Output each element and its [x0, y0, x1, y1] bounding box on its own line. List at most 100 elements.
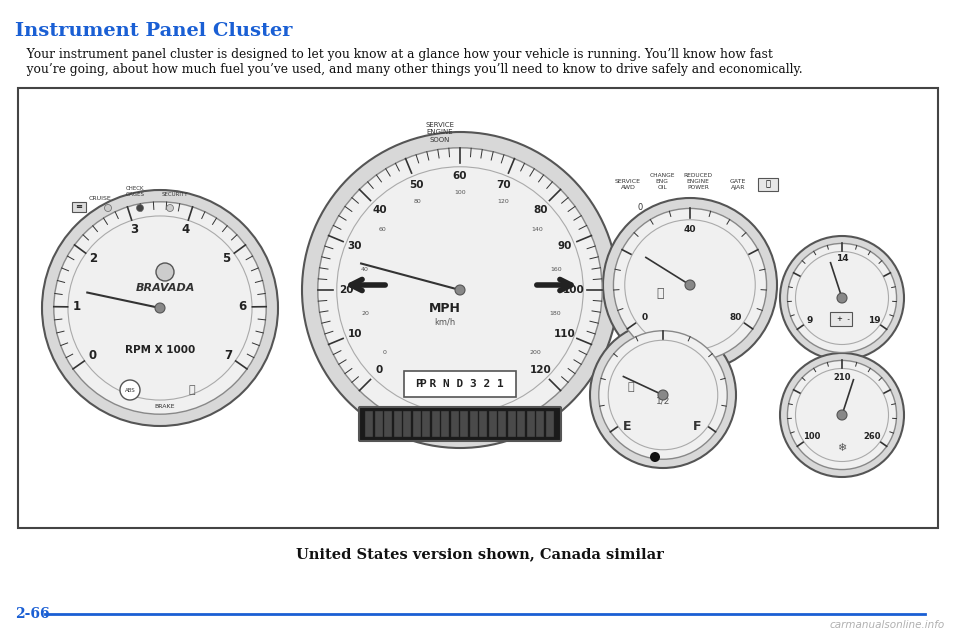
Circle shape — [302, 132, 618, 448]
Text: 50: 50 — [409, 180, 423, 190]
Text: 6: 6 — [239, 300, 247, 314]
Circle shape — [75, 205, 82, 211]
FancyBboxPatch shape — [404, 371, 516, 397]
Text: 100: 100 — [454, 189, 466, 195]
Text: BRAVADA: BRAVADA — [135, 283, 195, 293]
Text: 19: 19 — [868, 316, 880, 325]
Text: P: P — [419, 379, 425, 389]
Text: 0: 0 — [383, 351, 387, 355]
Bar — [498, 411, 506, 437]
Text: 2: 2 — [89, 252, 97, 266]
Text: E: E — [623, 420, 632, 433]
Text: 0: 0 — [376, 365, 383, 376]
Text: 260: 260 — [864, 432, 881, 441]
Text: 5: 5 — [223, 252, 230, 266]
Text: you’re going, about how much fuel you’ve used, and many other things you’ll need: you’re going, about how much fuel you’ve… — [15, 63, 803, 76]
Circle shape — [650, 452, 660, 462]
Text: United States version shown, Canada similar: United States version shown, Canada simi… — [296, 547, 664, 561]
Text: 140: 140 — [531, 227, 543, 232]
Text: 30: 30 — [348, 241, 362, 252]
Circle shape — [455, 285, 465, 295]
Text: ⛽: ⛽ — [628, 382, 635, 392]
Text: 0: 0 — [637, 203, 642, 212]
Circle shape — [136, 205, 143, 211]
Circle shape — [787, 360, 897, 470]
Text: CRUISE: CRUISE — [88, 196, 111, 201]
Text: carmanualsonline.info: carmanualsonline.info — [829, 620, 945, 630]
Text: 40: 40 — [372, 205, 387, 214]
Bar — [384, 411, 392, 437]
Text: 🔋: 🔋 — [765, 179, 771, 189]
Circle shape — [120, 380, 140, 400]
Bar — [536, 411, 544, 437]
FancyBboxPatch shape — [758, 178, 778, 191]
Text: 110: 110 — [554, 328, 576, 339]
Text: BRAKE: BRAKE — [155, 404, 176, 409]
Text: ABS: ABS — [125, 387, 135, 392]
Text: 1/2: 1/2 — [656, 396, 670, 405]
Bar — [365, 411, 373, 437]
Bar — [460, 411, 468, 437]
Text: 100: 100 — [563, 285, 585, 295]
Bar — [374, 411, 382, 437]
Text: 60: 60 — [379, 227, 387, 232]
Bar — [403, 411, 411, 437]
Bar — [489, 411, 496, 437]
Circle shape — [105, 205, 111, 211]
Text: CHANGE
ENG
OIL: CHANGE ENG OIL — [649, 173, 675, 190]
Bar — [508, 411, 516, 437]
Circle shape — [590, 322, 736, 468]
Text: 100: 100 — [803, 432, 820, 441]
Text: 80: 80 — [730, 312, 742, 321]
Text: 120: 120 — [497, 200, 509, 204]
Text: 🔔: 🔔 — [189, 385, 195, 395]
Text: Your instrument panel cluster is designed to let you know at a glance how your v: Your instrument panel cluster is designe… — [15, 48, 773, 61]
Text: 70: 70 — [496, 180, 511, 190]
Circle shape — [42, 190, 278, 426]
Text: 180: 180 — [549, 311, 561, 316]
Text: 4: 4 — [181, 223, 189, 236]
Text: 10: 10 — [348, 328, 362, 339]
Bar — [517, 411, 525, 437]
Circle shape — [603, 198, 777, 372]
Text: ≡: ≡ — [76, 202, 83, 211]
Text: 60: 60 — [453, 172, 468, 181]
Text: 40: 40 — [360, 267, 368, 272]
Text: 200: 200 — [529, 351, 540, 355]
Text: P R N D 3 2 1: P R N D 3 2 1 — [416, 379, 504, 389]
Text: 210: 210 — [833, 373, 851, 382]
Circle shape — [780, 353, 904, 477]
Text: 90: 90 — [558, 241, 572, 252]
Text: 2-66: 2-66 — [15, 607, 50, 621]
Text: MPH: MPH — [429, 301, 461, 314]
Text: F: F — [693, 420, 701, 433]
Bar — [479, 411, 487, 437]
Text: 160: 160 — [550, 267, 562, 272]
Circle shape — [156, 263, 174, 281]
Text: CHECK
GAGES: CHECK GAGES — [126, 186, 145, 197]
Text: 🛢: 🛢 — [657, 287, 663, 300]
Text: 0: 0 — [641, 312, 647, 321]
Text: ❄: ❄ — [837, 443, 847, 453]
Circle shape — [837, 293, 847, 303]
Circle shape — [166, 205, 174, 211]
Text: Instrument Panel Cluster: Instrument Panel Cluster — [15, 22, 293, 40]
Text: 0: 0 — [88, 349, 96, 362]
Text: REDUCED
ENGINE
POWER: REDUCED ENGINE POWER — [684, 173, 712, 190]
Circle shape — [54, 202, 266, 414]
Circle shape — [155, 303, 165, 313]
FancyBboxPatch shape — [72, 202, 86, 212]
Text: 1: 1 — [73, 300, 82, 314]
Text: 120: 120 — [530, 365, 551, 376]
Bar — [394, 411, 401, 437]
Text: 9: 9 — [806, 316, 813, 325]
Text: GATE
AJAR: GATE AJAR — [730, 179, 746, 190]
Circle shape — [599, 331, 728, 460]
Circle shape — [780, 236, 904, 360]
Text: 80: 80 — [413, 200, 420, 204]
Text: 40: 40 — [684, 225, 696, 234]
Text: 3: 3 — [131, 223, 138, 236]
Circle shape — [658, 390, 668, 400]
FancyBboxPatch shape — [359, 407, 561, 441]
Circle shape — [318, 148, 602, 432]
